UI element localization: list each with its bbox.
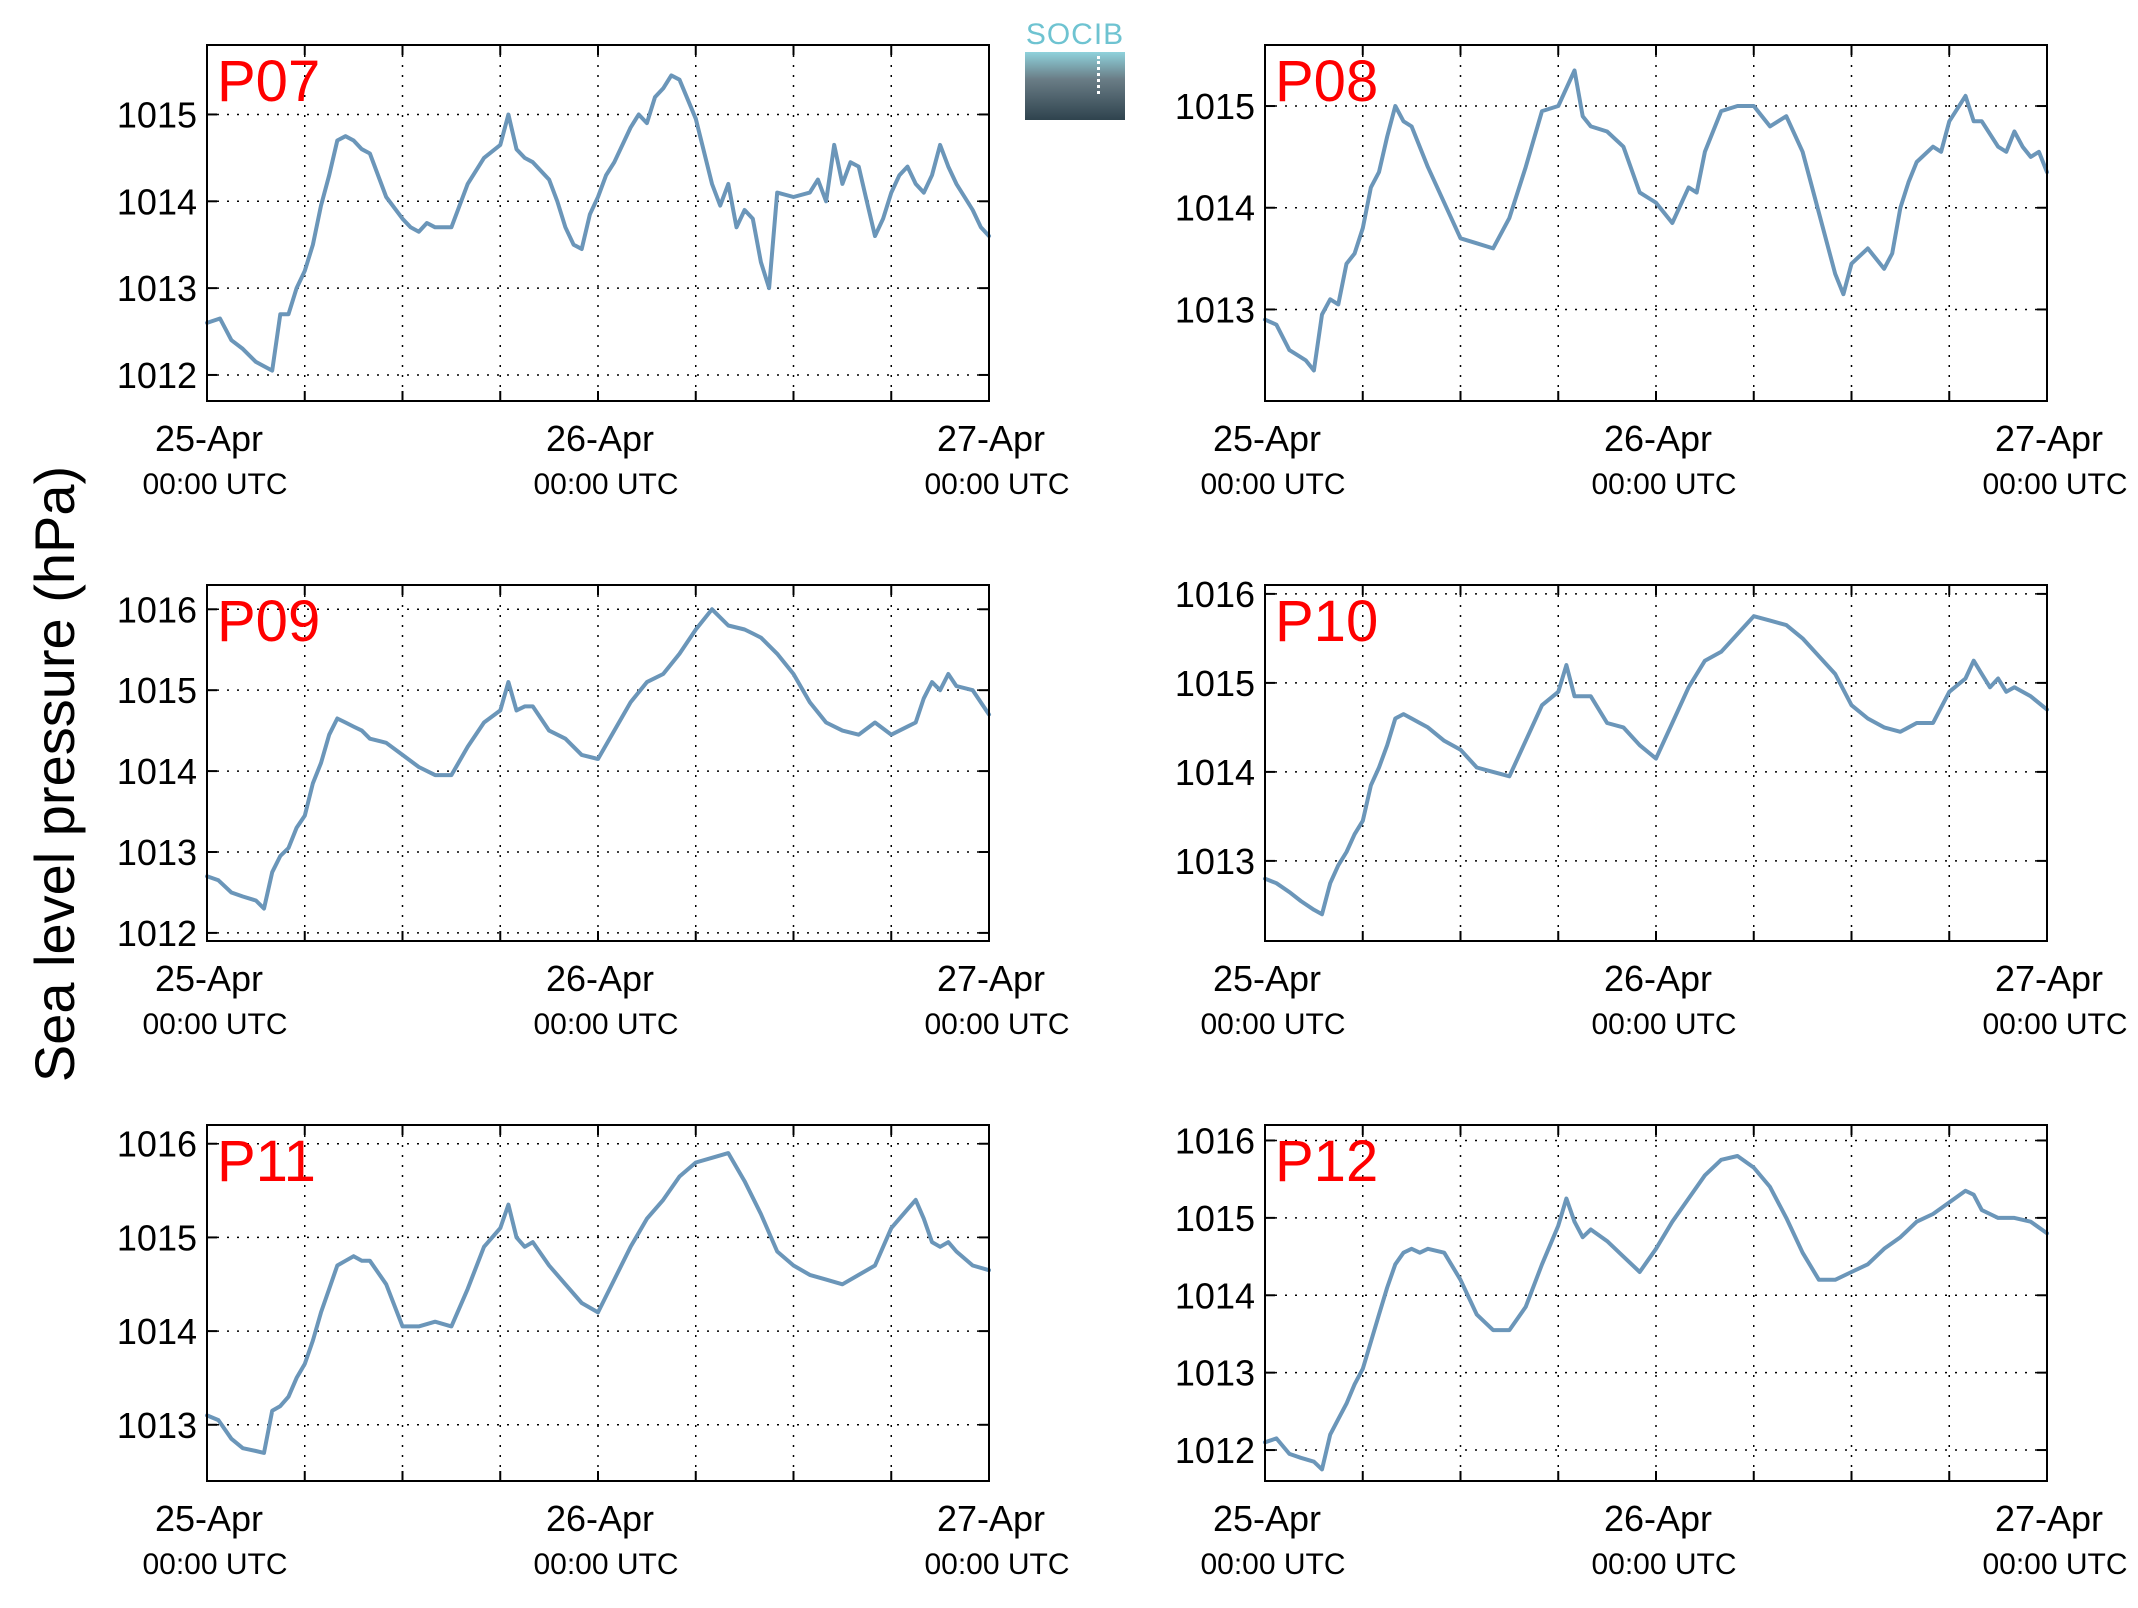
plot-frame (1264, 584, 2048, 942)
x-tick-time: 00:00 UTC (924, 1008, 1069, 1041)
logo-block (1025, 52, 1125, 120)
plot-frame (1264, 44, 2048, 402)
y-axis-label: Sea level pressure (hPa) (23, 465, 86, 1083)
panel-label: P07 (217, 49, 320, 114)
plot-frame (206, 1124, 990, 1482)
y-tick-label: 1013 (1175, 841, 1255, 882)
series-line (1263, 1154, 2049, 1472)
plot-frame (206, 44, 990, 402)
logo-dots (1097, 56, 1100, 94)
y-tick-label: 1015 (117, 1217, 197, 1258)
x-tick-date: 26-Apr (1604, 958, 1712, 999)
x-tick-date: 25-Apr (1213, 958, 1321, 999)
x-tick-time: 00:00 UTC (142, 468, 287, 501)
x-tick-date: 25-Apr (155, 418, 263, 459)
y-tick-label: 1012 (117, 355, 197, 396)
x-tick-time: 00:00 UTC (142, 1548, 287, 1581)
y-tick-label: 1013 (117, 268, 197, 309)
y-tick-label: 1015 (117, 670, 197, 711)
x-tick-date: 25-Apr (155, 1498, 263, 1539)
y-tick-label: 1014 (1175, 752, 1255, 793)
x-tick-time: 00:00 UTC (1200, 1548, 1345, 1581)
x-tick-date: 25-Apr (155, 958, 263, 999)
panel-label: P09 (217, 589, 320, 654)
x-tick-time: 00:00 UTC (1982, 1008, 2127, 1041)
series-line (205, 607, 991, 911)
x-tick-time: 00:00 UTC (924, 1548, 1069, 1581)
plot-frame (206, 584, 990, 942)
y-tick-label: 1013 (1175, 289, 1255, 330)
x-tick-time: 00:00 UTC (1591, 1548, 1736, 1581)
panel-p11: 1013 1014 1015 1016 25-Apr 00:00 UTC 26-Apr 00:… (117, 1124, 1070, 1581)
x-tick-date: 27-Apr (1995, 418, 2103, 459)
x-tick-time: 00:00 UTC (533, 1548, 678, 1581)
y-tick-label: 1013 (1175, 1353, 1255, 1394)
socib-logo: SOCIB (1025, 18, 1125, 120)
y-tick-label: 1014 (117, 751, 197, 792)
logo-text: SOCIB (1025, 18, 1125, 51)
panel-p09: 1012 1013 1014 1015 1016 25-Apr 00:00 UTC 26-Ap… (117, 584, 1070, 1041)
x-tick-time: 00:00 UTC (924, 468, 1069, 501)
y-tick-label: 1016 (117, 1124, 197, 1165)
panel-p07: 1012 1013 1014 1015 25-Apr 00:00 UTC 26-Apr 00:… (117, 44, 1070, 501)
y-tick-label: 1014 (1175, 188, 1255, 229)
plot-frame (1264, 1124, 2048, 1482)
series-line (205, 73, 991, 373)
y-tick-label: 1013 (117, 1405, 197, 1446)
panel-label: P11 (217, 1129, 316, 1194)
x-tick-time: 00:00 UTC (533, 468, 678, 501)
x-tick-date: 26-Apr (1604, 418, 1712, 459)
panel-label: P08 (1275, 49, 1378, 114)
x-tick-time: 00:00 UTC (1591, 468, 1736, 501)
y-tick-label: 1015 (117, 94, 197, 135)
x-tick-time: 00:00 UTC (1982, 468, 2127, 501)
x-tick-time: 00:00 UTC (1200, 1008, 1345, 1041)
x-tick-time: 00:00 UTC (533, 1008, 678, 1041)
x-tick-date: 26-Apr (1604, 1498, 1712, 1539)
x-tick-date: 27-Apr (937, 958, 1045, 999)
x-tick-date: 26-Apr (546, 418, 654, 459)
x-tick-time: 00:00 UTC (1982, 1548, 2127, 1581)
x-tick-date: 27-Apr (1995, 1498, 2103, 1539)
panel-p10: 1013 1014 1015 1016 25-Apr 00:00 UTC 26-Apr 00:… (1175, 574, 2128, 1041)
x-tick-date: 26-Apr (546, 1498, 654, 1539)
series-line (205, 1151, 991, 1455)
panel-p12: 1012 1013 1014 1015 1016 25-Apr 00:00 UTC 26-Ap… (1175, 1120, 2128, 1581)
panel-p08: 1013 1014 1015 25-Apr 00:00 UTC 26-Apr 00:00 U… (1175, 44, 2128, 501)
panel-label: P10 (1275, 589, 1378, 654)
x-tick-date: 26-Apr (546, 958, 654, 999)
y-tick-label: 1016 (1175, 1120, 1255, 1161)
y-tick-label: 1015 (1175, 663, 1255, 704)
y-tick-label: 1015 (1175, 1198, 1255, 1239)
y-tick-label: 1015 (1175, 86, 1255, 127)
x-tick-time: 00:00 UTC (142, 1008, 287, 1041)
y-tick-label: 1012 (1175, 1430, 1255, 1471)
series-line (1263, 614, 2049, 917)
x-tick-date: 27-Apr (937, 1498, 1045, 1539)
x-tick-time: 00:00 UTC (1200, 468, 1345, 501)
y-tick-label: 1012 (117, 913, 197, 954)
y-tick-label: 1016 (117, 589, 197, 630)
y-tick-label: 1014 (1175, 1275, 1255, 1316)
y-tick-label: 1014 (117, 1311, 197, 1352)
y-tick-label: 1014 (117, 181, 197, 222)
x-tick-date: 27-Apr (1995, 958, 2103, 999)
x-tick-date: 25-Apr (1213, 1498, 1321, 1539)
y-tick-label: 1016 (1175, 574, 1255, 615)
x-tick-date: 27-Apr (937, 418, 1045, 459)
x-tick-time: 00:00 UTC (1591, 1008, 1736, 1041)
x-tick-date: 25-Apr (1213, 418, 1321, 459)
y-tick-label: 1013 (117, 832, 197, 873)
series-line (1263, 68, 2049, 373)
panel-label: P12 (1275, 1129, 1378, 1194)
